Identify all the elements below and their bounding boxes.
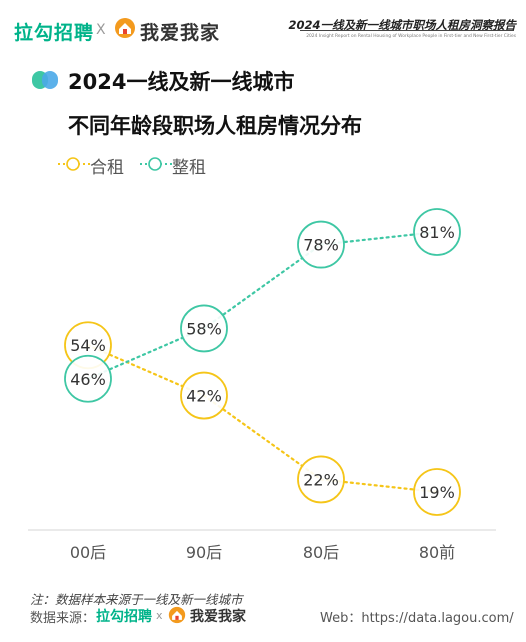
report-subtitle: 2024 Insight Report on Rental Housing of…	[306, 34, 516, 39]
x-tick-label: 90后	[186, 543, 222, 562]
home-icon	[168, 606, 186, 624]
data-label: 22%	[303, 470, 339, 489]
data-label: 42%	[186, 387, 222, 406]
data-point-circle	[297, 455, 345, 504]
series-lines	[86, 230, 439, 494]
chart-title-line-1: 2024一线及新一线城市	[68, 70, 295, 94]
x-axis-ticks: 00后 90后 80后 80前	[70, 543, 455, 562]
data-label: 81%	[419, 223, 455, 242]
x-tick-label: 80前	[419, 543, 455, 562]
series-points: 54% 42% 22% 19% 46% 58% 78% 81%	[64, 208, 461, 516]
data-point: 22%	[297, 455, 345, 504]
source-lagou-logo: 拉勾招聘	[96, 609, 152, 625]
series-1-segment	[202, 243, 323, 330]
data-point-circle	[180, 304, 228, 353]
source-separator: x	[156, 609, 163, 622]
chart-title-line-2: 不同年龄段职场人租房情况分布	[68, 114, 362, 138]
data-label: 54%	[70, 336, 106, 355]
header-divider	[300, 30, 514, 31]
data-point-circle	[413, 208, 461, 256]
data-source-label: 数据来源：	[30, 611, 96, 626]
legend-label-whole-rent: 整租	[172, 158, 206, 178]
report-header: 拉勾招聘 X 我爱我家 2024一线及新一线城市职场人租房洞察报告 2024 I…	[0, 0, 526, 46]
data-point: 42%	[180, 371, 228, 420]
data-label: 19%	[419, 483, 455, 502]
brand-separator: X	[96, 22, 106, 38]
data-point: 78%	[297, 220, 345, 269]
legend-marker-shared-rent	[58, 157, 92, 171]
legend-marker-whole-rent	[140, 157, 174, 171]
data-point-circle	[180, 371, 228, 420]
footnote: 注：数据样本来源于一线及新一线城市	[30, 592, 243, 607]
data-point: 54%	[64, 321, 112, 370]
report-title: 2024一线及新一线城市职场人租房洞察报告	[288, 18, 516, 32]
data-point: 81%	[413, 208, 461, 256]
data-label: 58%	[186, 319, 222, 338]
website-url: Web：https://data.lagou.com/	[320, 611, 514, 626]
data-point: 46%	[64, 354, 112, 403]
data-point-circle	[64, 354, 112, 403]
title-bullet-icon	[32, 71, 58, 89]
x-tick-label: 80后	[303, 543, 339, 562]
data-point-circle	[297, 220, 345, 269]
lagou-logo: 拉勾招聘	[14, 22, 95, 44]
series-0-segment	[202, 394, 323, 481]
data-point: 58%	[180, 304, 228, 353]
data-point-circle	[413, 468, 461, 516]
home-icon	[115, 18, 135, 38]
legend-label-shared-rent: 合租	[90, 158, 124, 178]
5i5j-logo: 我爱我家	[140, 22, 221, 44]
data-label: 46%	[70, 370, 106, 389]
source-5i5j-logo: 我爱我家	[190, 609, 246, 625]
line-chart: 54% 42% 22% 19% 46% 58% 78% 81% 00后 90后 80后 80前	[28, 208, 496, 562]
data-label: 78%	[303, 236, 339, 255]
data-point: 19%	[413, 468, 461, 516]
x-tick-label: 00后	[70, 543, 106, 562]
